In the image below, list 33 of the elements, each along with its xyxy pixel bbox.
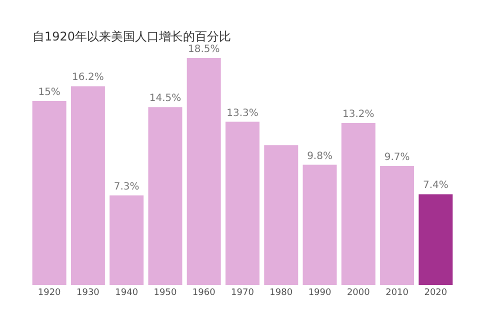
- bar: [302, 164, 337, 285]
- bar: [418, 194, 453, 285]
- bar: [226, 122, 260, 285]
- data-label: 7.3%: [114, 181, 140, 192]
- data-label: 15%: [38, 86, 60, 98]
- bar: [380, 166, 414, 285]
- bar: [32, 100, 66, 285]
- x-tick-label: 1950: [154, 288, 177, 298]
- x-tick-label: 1930: [76, 288, 100, 298]
- x-tick-label: 1990: [308, 288, 332, 298]
- bar: [110, 195, 144, 285]
- x-tick-label: 2010: [386, 288, 409, 298]
- data-label: 9.7%: [384, 152, 410, 163]
- bar: [341, 123, 376, 285]
- x-tick-label: 1940: [115, 288, 138, 298]
- data-label: 7.4%: [422, 180, 448, 192]
- bar: [264, 145, 298, 285]
- data-label: 14.5%: [149, 93, 182, 104]
- x-tick-label: 2020: [424, 288, 448, 298]
- x-tick-label: 1980: [270, 288, 293, 298]
- data-label: 13.3%: [226, 108, 258, 119]
- x-tick-label: 1970: [231, 288, 254, 298]
- x-tick-label: 2000: [346, 288, 370, 298]
- chart-title: 自1920年以来美国人口增长的百分比: [32, 30, 232, 44]
- bar: [70, 86, 105, 285]
- data-label: 18.5%: [188, 44, 220, 55]
- data-label: 9.8%: [307, 150, 332, 162]
- x-tick-label: 1960: [192, 288, 216, 298]
- bar: [148, 107, 182, 285]
- x-tick-label: 1920: [38, 288, 62, 298]
- bar: [186, 58, 221, 285]
- data-label: 16.2%: [72, 72, 104, 84]
- data-label: 13.2%: [342, 109, 374, 120]
